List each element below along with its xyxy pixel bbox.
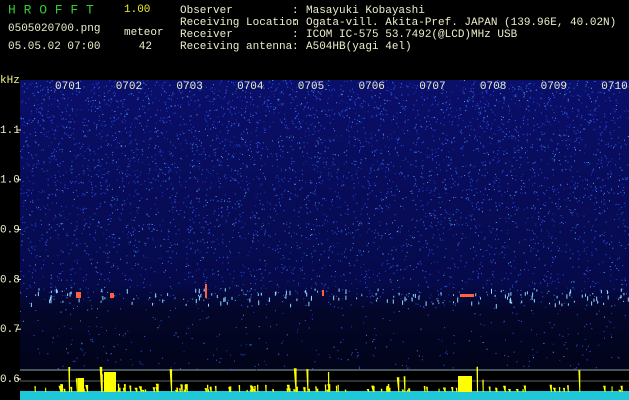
meteor-count: 42 [139,41,152,53]
info-separator: : [292,5,299,17]
time-label: 0702 [116,81,142,93]
freq-label: 0.9 [0,225,20,237]
info-value: A504HB(yagi 4el) [306,41,412,53]
info-value: ICOM IC-575 53.7492(@LCD)MHz USB [306,29,518,41]
freq-label: 1.1 [0,125,20,137]
info-value: Masayuki Kobayashi [306,5,425,17]
meteor-label: meteor [124,27,164,39]
info-separator: : [292,29,299,41]
time-label: 0710 [601,81,627,93]
info-value: Ogata-vill. Akita-Pref. JAPAN (139.96E, … [306,17,616,29]
time-label: 0701 [55,81,82,93]
freq-label: 0.8 [0,274,20,286]
app-name: H R O F F T [8,2,94,17]
freq-label: 0.6 [0,374,20,386]
time-label: 0709 [541,81,567,93]
freq-label: 1.0 [0,175,20,187]
time-label: 0706 [359,81,385,93]
time-label: 0708 [480,81,506,93]
info-separator: : [292,17,299,29]
time-label: 0703 [176,81,202,93]
info-label: Receiver [180,29,233,41]
info-separator: : [292,41,299,53]
datetime: 05.05.02 07:00 [8,41,100,53]
spectrogram [20,80,629,370]
info-label: Receiving Location [180,17,299,29]
unit-label: kHz [0,75,20,87]
time-label: 0705 [298,81,324,93]
info-label: Receiving antenna [180,41,293,53]
version: 1.00 [124,4,150,16]
time-label: 0704 [237,81,264,93]
freq-label: 0.7 [0,324,20,336]
level-spikes [34,366,623,392]
info-label: Observer [180,5,233,17]
time-label: 0707 [419,81,445,93]
level-strip [20,391,629,400]
file-name: 0505020700.png [8,23,100,35]
